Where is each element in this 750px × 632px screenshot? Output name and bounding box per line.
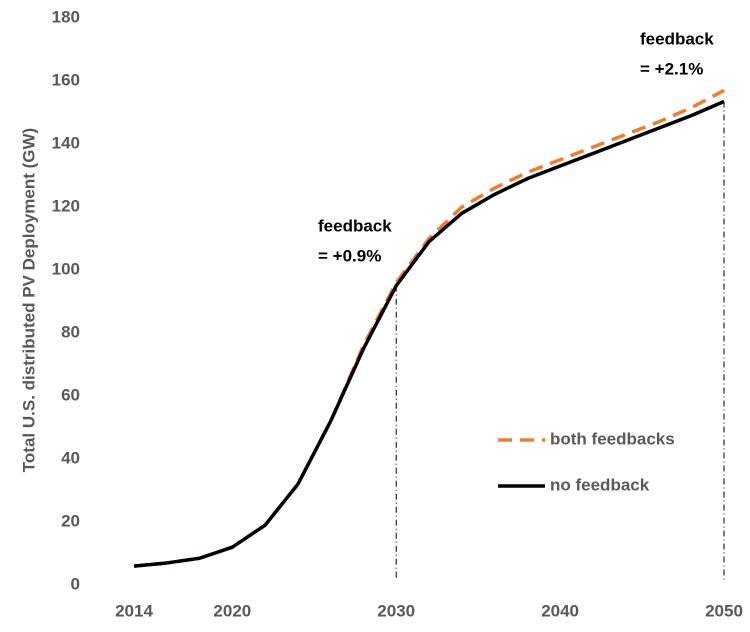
annotation: = +2.1% [640, 59, 703, 78]
annotation: feedback [640, 29, 714, 48]
y-tick-label: 80 [61, 322, 80, 341]
y-tick-label: 60 [61, 385, 80, 404]
y-axis-label: Total U.S. distributed PV Deployment (GW… [19, 128, 38, 472]
legend-label: no feedback [550, 475, 650, 494]
y-tick-label: 20 [61, 511, 80, 530]
line-series [133, 99, 725, 568]
y-tick-label: 180 [52, 7, 80, 26]
x-tick-label: 2014 [115, 601, 153, 620]
legend-label: both feedbacks [550, 429, 675, 448]
y-tick-label: 0 [71, 574, 80, 593]
y-tick-label: 100 [52, 259, 80, 278]
x-tick-label: 2050 [705, 601, 743, 620]
x-tick-label: 2030 [377, 601, 415, 620]
y-tick-label: 140 [52, 133, 80, 152]
y-tick-label: 40 [61, 448, 80, 467]
annotation: = +0.9% [318, 246, 381, 265]
y-tick-label: 120 [52, 196, 80, 215]
line-series [133, 88, 725, 568]
x-tick-label: 2020 [213, 601, 251, 620]
annotation: feedback [318, 216, 392, 235]
x-tick-label: 2040 [541, 601, 579, 620]
y-tick-label: 160 [52, 70, 80, 89]
